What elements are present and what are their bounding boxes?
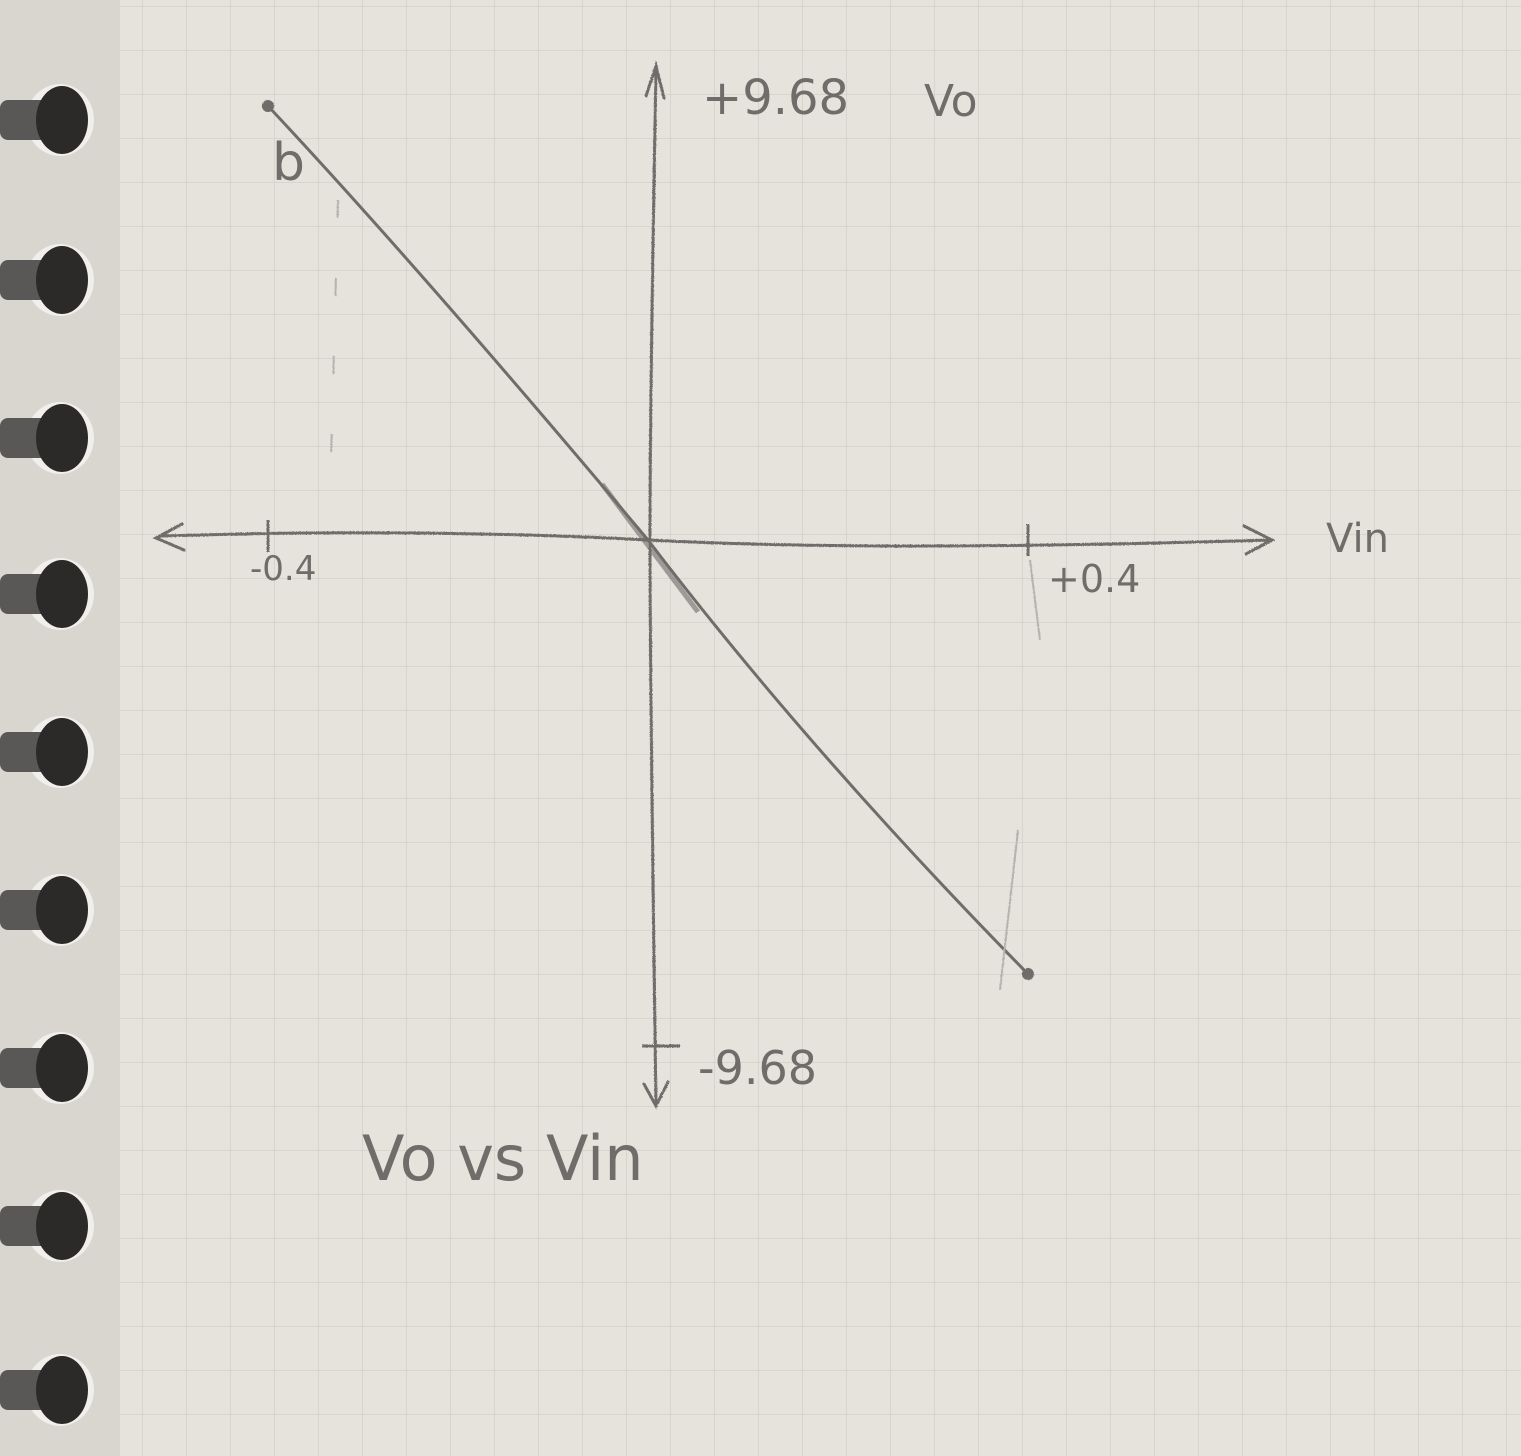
x-axis-right-arrow (1242, 524, 1276, 556)
guide-right (999, 559, 1041, 991)
x-tick-label-right: +0.4 (1048, 557, 1140, 601)
series-overdraw-0 (600, 482, 700, 614)
spiral-binding (0, 84, 94, 1426)
binding-ring-5 (36, 876, 88, 944)
x-axis-left-arrow (152, 522, 186, 552)
series-layer (262, 100, 1034, 980)
binding-ring-8 (36, 1356, 88, 1424)
guide-left (329, 199, 339, 501)
binding-ring-2 (36, 404, 88, 472)
y-tick-label-bottom: -9.68 (698, 1041, 817, 1095)
binding-ring-4 (36, 718, 88, 786)
series-point-0-2 (1022, 968, 1034, 980)
x-tick-label-left: -0.4 (250, 549, 316, 589)
y-tick-label-top: +9.68 (702, 70, 849, 126)
chart-area (152, 60, 1276, 1110)
x-axis-label: Vin (1326, 516, 1389, 562)
chart-title: Vo vs Vin (362, 1122, 644, 1195)
series-line-0 (266, 104, 1030, 976)
binding-ring-6 (36, 1034, 88, 1102)
series-point-0-0 (262, 100, 274, 112)
binding-ring-7 (36, 1192, 88, 1260)
binding-ring-0 (36, 86, 88, 154)
y-axis-label: Vo (924, 76, 978, 127)
tick-marks (266, 199, 1041, 1048)
binding-ring-1 (36, 246, 88, 314)
y-axis-top-arrow (644, 60, 666, 100)
series-marker-label: b (272, 133, 305, 193)
paper-grid (120, 0, 1521, 1456)
y-axis-bottom-arrow (642, 1080, 670, 1110)
binding-ring-3 (36, 560, 88, 628)
